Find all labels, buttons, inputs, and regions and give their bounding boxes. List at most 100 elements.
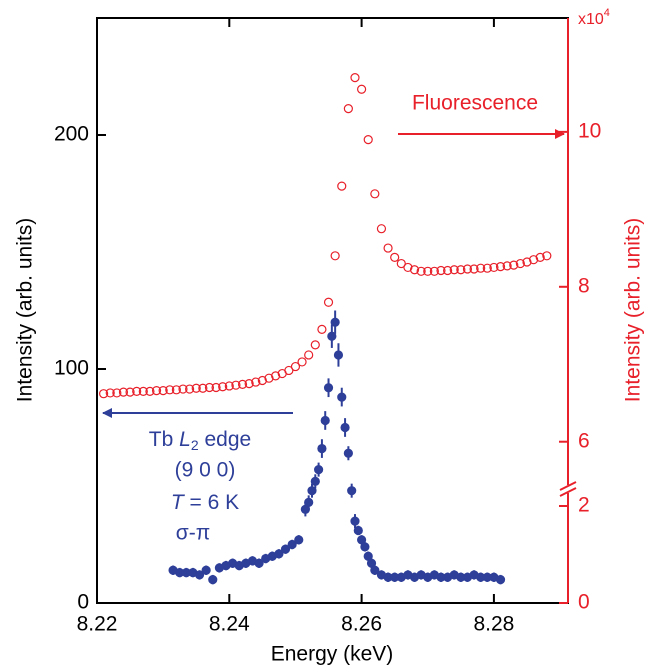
data-point xyxy=(138,386,148,396)
data-point xyxy=(284,365,294,376)
data-point xyxy=(310,476,320,486)
data-point xyxy=(502,261,512,271)
data-point xyxy=(304,350,314,360)
data-point xyxy=(495,262,506,272)
data-point xyxy=(515,258,525,269)
data-point xyxy=(423,266,433,276)
y2-tick-label: 10 xyxy=(578,119,601,142)
data-point xyxy=(264,373,274,383)
data-point xyxy=(171,385,181,395)
data-point xyxy=(118,387,129,397)
y2-tick-label: 8 xyxy=(578,274,590,297)
annotation-part: = 6 K xyxy=(184,491,239,514)
data-point xyxy=(287,539,297,550)
data-point xyxy=(343,104,353,114)
data-point xyxy=(436,265,446,276)
axis-break xyxy=(559,487,577,497)
data-point xyxy=(429,266,439,276)
data-point xyxy=(390,252,400,262)
data-point xyxy=(409,265,420,275)
data-point xyxy=(482,263,492,273)
data-point xyxy=(357,84,367,94)
y-tick-label: 100 xyxy=(54,357,89,380)
data-point xyxy=(211,382,221,393)
y-axis-label: Intensity (arb. units) xyxy=(14,218,37,402)
data-point xyxy=(509,260,519,270)
data-point xyxy=(290,361,301,372)
data-point xyxy=(178,384,188,394)
data-point xyxy=(535,252,545,262)
data-point xyxy=(185,384,195,394)
data-point xyxy=(237,379,248,389)
data-point xyxy=(231,380,241,390)
data-point xyxy=(383,243,393,253)
data-point xyxy=(542,251,552,261)
data-point xyxy=(327,331,337,341)
data-point xyxy=(522,257,532,267)
data-point xyxy=(337,392,347,402)
data-point xyxy=(330,317,340,327)
data-point xyxy=(495,574,506,585)
data-point xyxy=(317,443,327,454)
data-point xyxy=(317,324,327,334)
annotation-part: edge xyxy=(199,428,252,451)
y2-tick-label: 0 xyxy=(578,591,590,614)
data-point xyxy=(462,264,473,274)
data-point xyxy=(449,265,459,275)
annotation: T = 6 K xyxy=(171,491,239,514)
x-tick-label: 8.24 xyxy=(209,613,250,636)
data-point xyxy=(340,422,350,433)
data-point xyxy=(251,377,261,387)
data-point xyxy=(314,465,324,475)
data-point xyxy=(198,383,208,393)
data-point xyxy=(244,379,254,389)
data-point xyxy=(443,265,453,276)
data-point xyxy=(529,255,539,265)
x-tick-label: 8.28 xyxy=(473,613,514,636)
data-point xyxy=(257,375,267,386)
data-point xyxy=(330,251,340,261)
x-axis-label: Energy (keV) xyxy=(271,643,394,666)
data-point xyxy=(132,386,142,396)
data-point xyxy=(204,382,215,393)
multiplier-base: x10 xyxy=(578,11,604,28)
y2-tick-label: 6 xyxy=(578,429,590,452)
data-point xyxy=(320,415,330,426)
annotation: (9 0 0) xyxy=(175,459,236,482)
data-point xyxy=(376,224,387,234)
data-point xyxy=(363,135,373,145)
data-point xyxy=(370,189,380,199)
y2-axis-label: Intensity (arb. units) xyxy=(622,218,645,402)
y-tick-label: 200 xyxy=(54,123,89,146)
data-point xyxy=(218,382,228,392)
annotation-part: Tb xyxy=(149,428,179,451)
data-point xyxy=(158,385,168,396)
y2-multiplier: x104 xyxy=(578,7,610,28)
data-point xyxy=(343,448,353,458)
data-point xyxy=(416,266,426,276)
annotation: σ-π xyxy=(176,522,210,545)
x-tick-label: 8.22 xyxy=(77,613,118,636)
data-point xyxy=(254,558,264,568)
x-tick-label: 8.26 xyxy=(341,613,382,636)
data-point xyxy=(456,265,466,275)
data-point xyxy=(337,181,347,191)
data-point xyxy=(370,565,380,575)
axis-break-gap xyxy=(560,485,576,493)
data-point xyxy=(280,544,291,554)
data-point xyxy=(396,258,406,269)
data-point xyxy=(201,565,211,575)
data-point xyxy=(304,497,314,507)
data-point xyxy=(469,264,479,274)
data-point xyxy=(489,262,499,273)
data-point xyxy=(353,525,363,536)
data-point xyxy=(350,516,360,526)
data-point xyxy=(360,542,370,552)
data-point xyxy=(271,371,281,381)
annotation-part: L xyxy=(179,428,191,451)
annotation: Tb L2 edge xyxy=(149,428,251,453)
data-point xyxy=(105,388,115,398)
data-point xyxy=(310,340,320,350)
y-tick-label: 0 xyxy=(77,591,89,614)
